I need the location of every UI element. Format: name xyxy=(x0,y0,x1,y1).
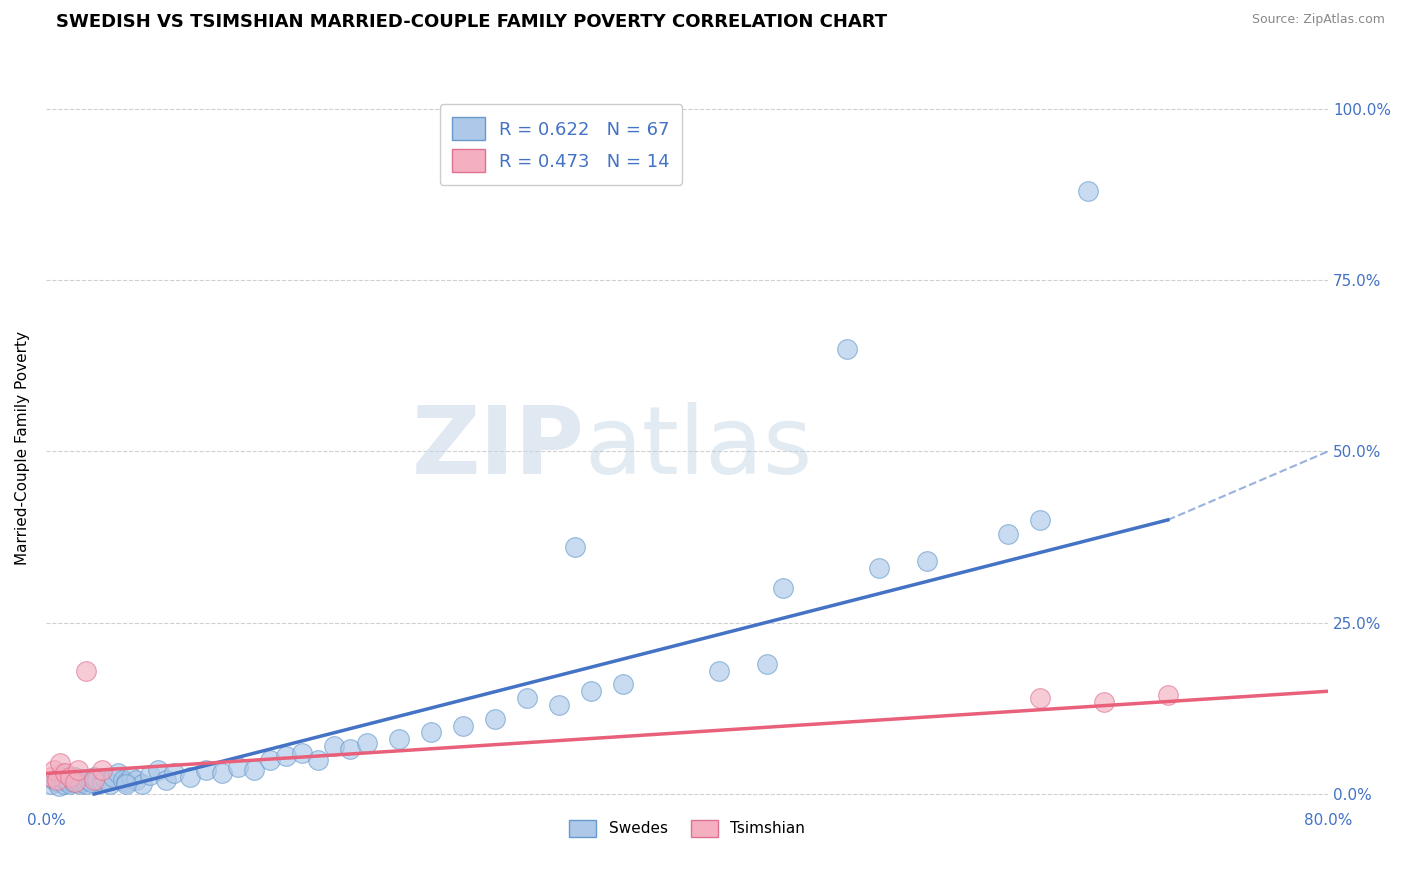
Point xyxy=(107,766,129,780)
Point xyxy=(179,770,201,784)
Point xyxy=(103,770,125,784)
Point xyxy=(52,777,75,791)
Point xyxy=(837,342,859,356)
Point xyxy=(42,773,65,788)
Point xyxy=(59,777,82,791)
Point xyxy=(1092,694,1115,708)
Point xyxy=(39,777,62,791)
Point xyxy=(139,768,162,782)
Point xyxy=(66,763,89,777)
Point xyxy=(80,774,103,789)
Point xyxy=(276,749,298,764)
Point xyxy=(53,773,76,788)
Point xyxy=(226,759,249,773)
Point xyxy=(66,773,89,788)
Point xyxy=(323,739,346,753)
Point xyxy=(98,777,121,791)
Point xyxy=(39,770,62,784)
Point xyxy=(91,763,114,777)
Point xyxy=(115,774,138,789)
Point xyxy=(76,773,98,788)
Text: SWEDISH VS TSIMSHIAN MARRIED-COUPLE FAMILY POVERTY CORRELATION CHART: SWEDISH VS TSIMSHIAN MARRIED-COUPLE FAMI… xyxy=(56,13,887,31)
Point xyxy=(484,712,506,726)
Point xyxy=(46,773,69,788)
Point xyxy=(75,664,97,678)
Point xyxy=(868,561,890,575)
Point xyxy=(211,766,233,780)
Point xyxy=(259,753,281,767)
Point xyxy=(146,763,169,777)
Point xyxy=(60,772,83,786)
Legend: Swedes, Tsimshian: Swedes, Tsimshian xyxy=(562,814,811,843)
Point xyxy=(49,770,72,784)
Point xyxy=(111,773,134,788)
Point xyxy=(163,766,186,780)
Point xyxy=(48,779,70,793)
Point xyxy=(49,756,72,771)
Point xyxy=(53,766,76,780)
Point xyxy=(155,773,177,788)
Point xyxy=(387,732,409,747)
Point xyxy=(86,773,108,788)
Point xyxy=(1028,691,1050,706)
Point xyxy=(997,526,1019,541)
Point xyxy=(83,773,105,788)
Point xyxy=(707,664,730,678)
Point xyxy=(1028,513,1050,527)
Point xyxy=(46,774,69,789)
Point xyxy=(307,753,329,767)
Point xyxy=(42,763,65,777)
Point xyxy=(564,541,586,555)
Point xyxy=(547,698,569,712)
Point xyxy=(451,718,474,732)
Point xyxy=(612,677,634,691)
Point xyxy=(91,774,114,789)
Point xyxy=(291,746,314,760)
Point xyxy=(51,766,73,780)
Point xyxy=(356,736,378,750)
Point xyxy=(63,774,86,789)
Text: ZIP: ZIP xyxy=(412,402,585,494)
Point xyxy=(72,772,94,786)
Y-axis label: Married-Couple Family Poverty: Married-Couple Family Poverty xyxy=(15,331,30,565)
Text: Source: ZipAtlas.com: Source: ZipAtlas.com xyxy=(1251,13,1385,27)
Text: atlas: atlas xyxy=(585,402,813,494)
Point xyxy=(70,774,93,789)
Point xyxy=(83,770,105,784)
Point xyxy=(131,777,153,791)
Point xyxy=(1157,688,1180,702)
Point xyxy=(243,763,266,777)
Point xyxy=(516,691,538,706)
Point xyxy=(195,763,218,777)
Point xyxy=(1077,184,1099,198)
Point xyxy=(75,777,97,791)
Point xyxy=(772,582,794,596)
Point xyxy=(63,770,86,784)
Point xyxy=(419,725,441,739)
Point xyxy=(94,772,117,786)
Point xyxy=(917,554,939,568)
Point xyxy=(125,773,148,788)
Point xyxy=(120,770,142,784)
Point xyxy=(579,684,602,698)
Point xyxy=(62,774,84,789)
Point xyxy=(115,777,138,791)
Point xyxy=(69,777,91,791)
Point xyxy=(58,774,80,789)
Point xyxy=(59,770,82,784)
Point xyxy=(339,742,361,756)
Point xyxy=(756,657,779,671)
